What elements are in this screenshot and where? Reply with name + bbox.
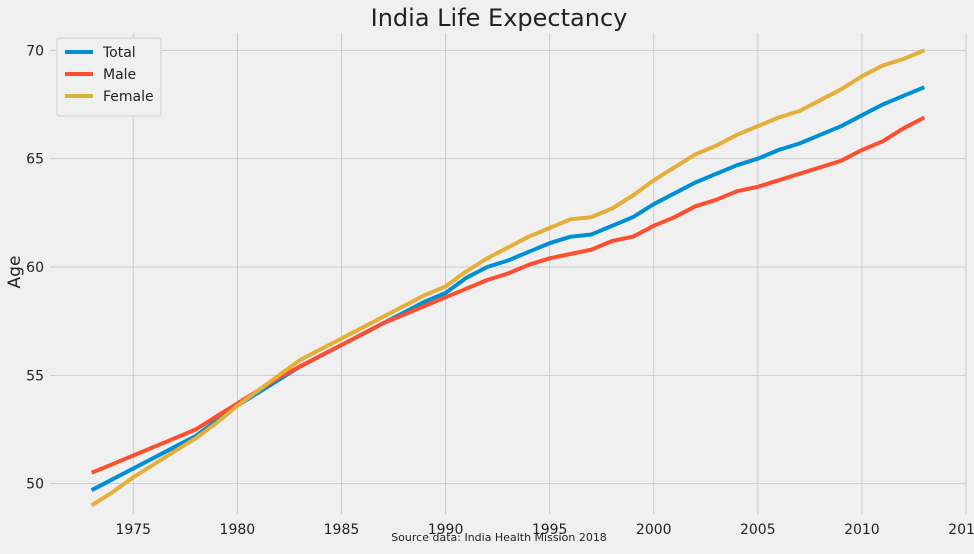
source-note: Source data: India Health Mission 2018 — [391, 531, 607, 544]
y-tick-label: 50 — [26, 477, 44, 493]
x-tick-label: 2005 — [740, 522, 776, 538]
x-tick-label: 1975 — [115, 522, 151, 538]
legend: Total Male Female — [56, 37, 162, 117]
y-axis-label: Age — [5, 256, 25, 289]
chart-title: India Life Expectancy — [371, 4, 628, 32]
legend-label: Total — [102, 45, 136, 61]
y-tick-label: 70 — [26, 43, 44, 59]
x-tick-label: 1990 — [428, 522, 464, 538]
legend-label: Male — [103, 67, 136, 83]
series-line-male — [90, 115, 926, 475]
x-tick-label: 2010 — [844, 522, 880, 538]
series-lines — [90, 48, 926, 507]
series-line-female — [90, 48, 926, 507]
series-line-total — [90, 85, 926, 492]
x-tick-label: 2000 — [636, 522, 672, 538]
y-tick-label: 60 — [26, 260, 44, 276]
y-tick-label: 55 — [26, 368, 44, 384]
legend-label: Female — [103, 89, 154, 105]
grid — [50, 33, 967, 514]
x-tick-label: 1980 — [220, 522, 256, 538]
y-tick-label: 65 — [26, 152, 44, 168]
x-tick-label: 1995 — [532, 522, 568, 538]
x-tick-label: 1985 — [324, 522, 360, 538]
